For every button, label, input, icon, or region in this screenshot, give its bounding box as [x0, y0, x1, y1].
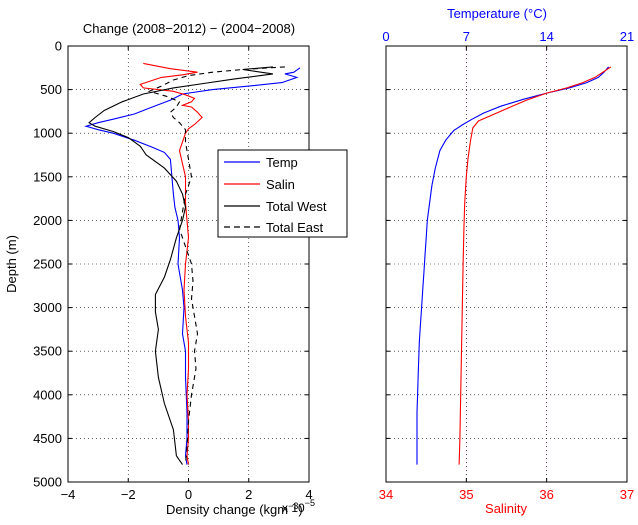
left-chart-title: Change (2008−2012) − (2004−2008) — [83, 21, 295, 36]
left-x-tick-label: 2 — [245, 487, 252, 502]
left-y-tick-label: 1000 — [33, 126, 62, 141]
left-y-tick-label: 4000 — [33, 387, 62, 402]
series-line-total-west — [88, 66, 273, 465]
right-series-group — [416, 66, 612, 465]
right-y-ticks — [386, 45, 627, 483]
right-top-tick-label: 7 — [463, 29, 470, 44]
right-top-ticks: 0 7 14 21 — [382, 29, 634, 50]
legend-label-total-west: Total West — [266, 199, 327, 214]
left-y-tick-label: 4500 — [33, 431, 62, 446]
right-top-tick-label: 21 — [620, 29, 634, 44]
series-line-salin — [139, 62, 203, 465]
right-grid — [386, 46, 627, 482]
x-multiplier: x 10−5 — [282, 498, 315, 515]
right-bottom-ticks: 34 35 36 37 — [379, 478, 634, 502]
right-panel: Temperature (°C) 0 7 14 21 34 35 36 37 Salinit… — [379, 6, 634, 516]
left-y-axis-label: Depth (m) — [4, 235, 19, 293]
legend: Temp Salin Total West Total East — [217, 149, 348, 238]
right-bottom-tick-label: 34 — [379, 487, 393, 502]
salinity-profile-line — [458, 66, 612, 465]
legend-label-salin: Salin — [266, 177, 295, 192]
right-bottom-tick-label: 37 — [620, 487, 634, 502]
x-multiplier-exp: −5 — [305, 498, 315, 508]
right-top-tick-label: 0 — [382, 29, 389, 44]
x-multiplier-base: x 10 — [282, 501, 305, 515]
right-bottom-tick-label: 36 — [539, 487, 553, 502]
left-series-group — [84, 62, 301, 465]
left-y-ticks: 0 500 1000 1500 2000 2500 3000 3500 4000 4500 5000 — [33, 39, 309, 490]
left-x-tick-label: −4 — [61, 487, 76, 502]
x-label-sup: −3 — [288, 501, 298, 511]
left-x-tick-label: 0 — [185, 487, 192, 502]
x-label-tail: ) — [298, 502, 302, 517]
left-x-tick-label: −2 — [121, 487, 136, 502]
left-y-tick-label: 3500 — [33, 344, 62, 359]
legend-label-total-east: Total East — [266, 220, 323, 235]
right-top-tick-label: 14 — [539, 29, 553, 44]
x-label-main: Density change (kgm — [166, 502, 288, 517]
left-y-tick-label: 0 — [55, 39, 62, 54]
left-y-tick-label: 3000 — [33, 300, 62, 315]
left-y-tick-label: 500 — [40, 82, 62, 97]
left-x-ticks: −4 −2 0 2 4 — [61, 46, 313, 502]
right-top-axis-label: Temperature (°C) — [447, 6, 547, 21]
left-x-axis-label: Density change (kgm−3) — [166, 501, 303, 517]
legend-box — [217, 149, 348, 238]
left-x-tick-label: 4 — [305, 487, 312, 502]
legend-label-temp: Temp — [266, 155, 298, 170]
left-y-tick-label: 2000 — [33, 213, 62, 228]
right-bottom-axis-label: Salinity — [485, 501, 527, 516]
left-y-tick-label: 5000 — [33, 475, 62, 490]
right-bottom-tick-label: 35 — [459, 487, 473, 502]
series-line-total-east — [147, 66, 285, 465]
left-y-tick-label: 2500 — [33, 257, 62, 272]
series-line-temp — [84, 67, 301, 465]
left-panel: Change (2008−2012) − (2004−2008) −4 −2 0 2 4… — [4, 21, 348, 517]
left-y-tick-label: 1500 — [33, 169, 62, 184]
